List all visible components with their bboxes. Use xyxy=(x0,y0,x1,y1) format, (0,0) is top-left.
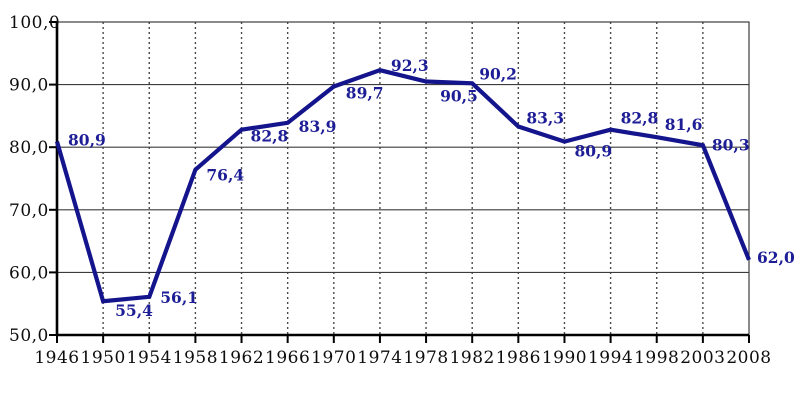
x-tick-label: 1994 xyxy=(588,348,633,368)
data-label: 80,9 xyxy=(574,142,612,161)
x-tick-label: 1974 xyxy=(357,348,402,368)
data-label: 82,8 xyxy=(251,127,289,146)
data-label: 81,6 xyxy=(665,115,703,134)
data-label: 82,8 xyxy=(621,109,659,128)
x-tick-label: 1982 xyxy=(450,348,495,368)
x-tick-label: 1986 xyxy=(496,348,541,368)
data-label: 83,9 xyxy=(299,117,337,136)
x-tick-label: 1946 xyxy=(34,348,79,368)
x-tick-label: 1950 xyxy=(81,348,126,368)
y-tick-label: 90,0 xyxy=(9,76,49,96)
y-tick-label: 50,0 xyxy=(9,326,49,346)
x-tick-label: 1966 xyxy=(265,348,310,368)
x-tick-label: 2008 xyxy=(726,348,771,368)
y-tick-label: 70,0 xyxy=(9,201,49,221)
data-label: 80,9 xyxy=(68,131,106,150)
data-label: 55,4 xyxy=(115,301,153,320)
x-tick-label: 1990 xyxy=(542,348,587,368)
x-tick-label: 2003 xyxy=(680,348,725,368)
x-tick-label: 1978 xyxy=(403,348,448,368)
y-tick-label: 80,0 xyxy=(9,138,49,158)
x-tick-label: 1962 xyxy=(219,348,264,368)
data-label: 90,2 xyxy=(479,64,517,83)
data-label: 89,7 xyxy=(346,83,384,102)
x-tick-label: 1958 xyxy=(173,348,218,368)
data-label: 83,3 xyxy=(526,109,564,128)
data-label: 80,3 xyxy=(712,135,750,154)
data-label: 56,1 xyxy=(160,288,198,307)
data-label: 76,4 xyxy=(206,166,244,185)
data-label: 90,5 xyxy=(440,86,478,105)
y-tick-label: 100,0 xyxy=(9,13,60,33)
data-label: 62,0 xyxy=(757,248,795,267)
data-label: 92,3 xyxy=(391,56,429,75)
data-line xyxy=(54,68,751,304)
x-tick-label: 1998 xyxy=(634,348,679,368)
y-tick-label: 60,0 xyxy=(9,263,49,283)
x-tick-label: 1970 xyxy=(311,348,356,368)
x-tick-label: 1954 xyxy=(127,348,172,368)
